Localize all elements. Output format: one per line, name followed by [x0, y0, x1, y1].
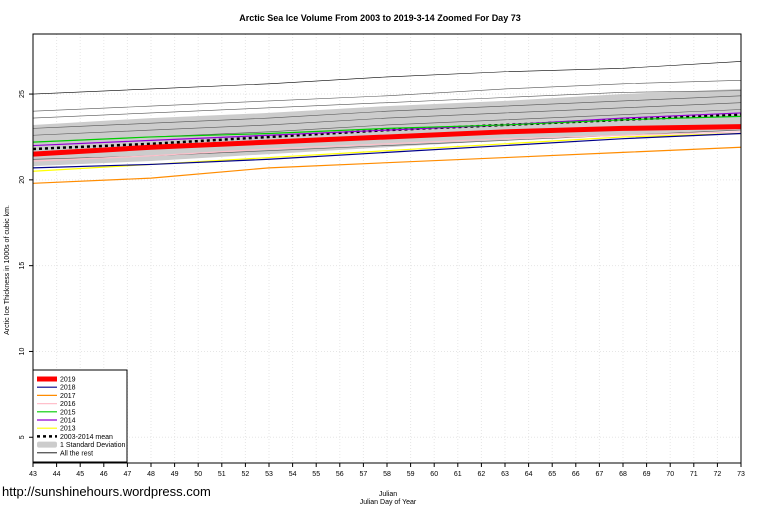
series-line-2014: [32, 112, 742, 147]
x-tick-label: 63: [501, 471, 509, 478]
x-tick-label: 62: [478, 471, 486, 478]
legend-label: All the rest: [60, 450, 93, 457]
legend-label: 2013: [60, 426, 76, 433]
x-tick-label: 43: [29, 471, 37, 478]
y-axis-label: Arctic Ice Thickness in 1000s of cubic k…: [4, 205, 11, 335]
x-tick-label: 57: [360, 471, 368, 478]
x-tick-label: 69: [643, 471, 651, 478]
x-axis-label-2: Julian Day of Year: [360, 499, 417, 506]
x-tick-label: 66: [572, 471, 580, 478]
x-tick-label: 47: [124, 471, 132, 478]
x-tick-label: 54: [289, 471, 297, 478]
x-tick-label: 55: [312, 471, 320, 478]
y-tick-label: 10: [19, 347, 26, 355]
series-line-2016: [32, 131, 742, 162]
series-line-2015: [32, 115, 742, 143]
x-tick-label: 46: [100, 471, 108, 478]
x-tick-label: 67: [596, 471, 604, 478]
x-tick-label: 70: [666, 471, 674, 478]
series-line-2019: [32, 124, 742, 157]
legend-swatch: [37, 441, 57, 448]
x-tick-label: 65: [548, 471, 556, 478]
other-year-line: [32, 90, 742, 119]
x-tick-label: 59: [407, 471, 415, 478]
y-tick-label: 25: [19, 90, 26, 98]
legend-label: 2017: [60, 393, 76, 400]
x-tick-label: 50: [194, 471, 202, 478]
x-tick-label: 53: [265, 471, 273, 478]
other-year-line: [32, 80, 742, 112]
x-tick-label: 71: [690, 471, 698, 478]
legend-label: 2019: [60, 377, 76, 384]
x-tick-label: 64: [525, 471, 533, 478]
x-tick-label: 49: [171, 471, 179, 478]
x-tick-label: 44: [53, 471, 61, 478]
x-tick-label: 72: [714, 471, 722, 478]
series-line-all-the-rest: [32, 61, 742, 95]
x-tick-label: 60: [430, 471, 438, 478]
other-year-line: [32, 102, 742, 136]
series-line-2017: [32, 146, 742, 184]
other-year-line: [32, 95, 742, 129]
plot-area: 43 44 45 46 47 48 49 50 51 52 53 54 55 56 57 58 59 60 61 62…: [19, 33, 745, 478]
watermark-text: http://sunshinehours.wordpress.com: [2, 484, 211, 499]
legend-label: 2015: [60, 409, 76, 416]
y-tick-label: 15: [19, 262, 26, 270]
x-tick-label: 61: [454, 471, 462, 478]
legend-label: 2018: [60, 385, 76, 392]
x-tick-label: 45: [76, 471, 84, 478]
legend-label: 2014: [60, 418, 76, 425]
x-axis-label: Julian: [379, 491, 397, 498]
chart-title: Arctic Sea Ice Volume From 2003 to 2019-…: [239, 13, 520, 23]
y-tick-label: 20: [19, 176, 26, 184]
legend-label: 2016: [60, 401, 76, 408]
y-tick-label: 5: [19, 435, 26, 439]
legend-label: 2003-2014 mean: [60, 434, 113, 441]
x-tick-label: 52: [242, 471, 250, 478]
x-tick-label: 48: [147, 471, 155, 478]
legend-label: 1 Standard Deviation: [60, 442, 125, 449]
series-line-2018: [32, 132, 742, 169]
x-tick-label: 68: [619, 471, 627, 478]
x-tick-label: 58: [383, 471, 391, 478]
x-tick-label: 56: [336, 471, 344, 478]
x-tick-label: 51: [218, 471, 226, 478]
x-tick-label: 73: [737, 471, 745, 478]
